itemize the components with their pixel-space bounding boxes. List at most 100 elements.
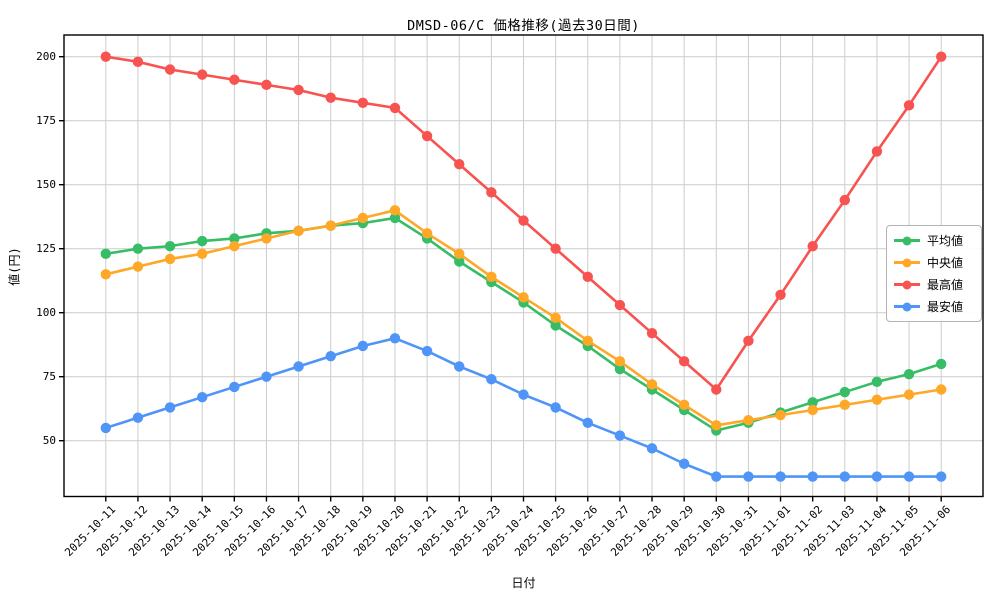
min-data-point	[100, 422, 112, 434]
min-data-point	[678, 458, 690, 469]
min-data-point	[582, 417, 593, 428]
min-data-point	[936, 471, 947, 482]
max-data-point	[196, 69, 208, 80]
min-data-point	[389, 333, 401, 344]
avg-data-point	[196, 235, 208, 247]
min-data-point	[229, 381, 240, 393]
series-min	[100, 333, 947, 482]
median-data-point	[164, 253, 176, 265]
max-data-point	[646, 327, 658, 339]
legend-line-min-icon	[894, 302, 920, 311]
max-data-point	[229, 74, 240, 85]
min-data-point	[871, 471, 883, 482]
max-data-point	[389, 102, 401, 114]
y-tick-label: 50	[42, 433, 56, 447]
max-data-point	[903, 100, 915, 111]
min-data-point	[775, 471, 786, 482]
axis-ticks	[59, 56, 942, 502]
median-data-point	[775, 409, 786, 421]
median-data-point	[454, 248, 465, 260]
median-data-point	[229, 240, 240, 252]
max-data-point	[100, 51, 112, 62]
min-data-point	[711, 471, 722, 482]
min-data-point	[646, 443, 658, 454]
legend-line-max-icon	[894, 280, 920, 289]
median-data-point	[100, 269, 112, 280]
median-data-point	[518, 292, 529, 303]
x-gridlines	[105, 35, 942, 497]
median-data-point	[196, 248, 208, 260]
min-data-point	[164, 402, 176, 413]
min-data-point	[421, 345, 433, 357]
max-data-point	[743, 335, 754, 347]
min-data-point	[357, 340, 369, 352]
median-data-point	[614, 356, 626, 367]
legend-dot-median-icon	[902, 258, 912, 267]
min-data-point	[261, 371, 272, 382]
avg-data-point	[454, 256, 465, 267]
max-data-point	[550, 243, 561, 254]
min-data-point	[293, 361, 304, 372]
median-data-point	[903, 389, 915, 400]
y-tick-label: 200	[36, 49, 56, 63]
min-data-point	[614, 430, 626, 441]
avg-data-point	[132, 243, 144, 254]
max-data-point	[518, 215, 529, 226]
avg-data-point	[389, 212, 401, 224]
y-gridlines	[64, 56, 983, 442]
max-data-point	[486, 187, 497, 198]
avg-data-point	[614, 363, 626, 375]
min-data-point	[743, 471, 754, 482]
legend-label-max: 最高値	[927, 278, 964, 292]
legend-item-median: 中央値	[894, 254, 973, 271]
legend-label-median: 中央値	[927, 256, 964, 270]
median-data-point	[261, 233, 272, 244]
min-data-point	[807, 471, 818, 482]
min-data-point	[325, 351, 336, 362]
median-data-point	[646, 379, 658, 390]
y-tick-label: 125	[36, 241, 56, 255]
max-data-point	[164, 64, 176, 75]
x-axis-label: 日付	[511, 576, 536, 590]
max-data-point	[678, 356, 690, 367]
legend-dot-avg-icon	[902, 236, 912, 245]
median-data-point	[807, 404, 818, 416]
legend-item-max: 最高値	[894, 276, 973, 293]
avg-data-point	[871, 376, 883, 388]
legend-line-median-icon	[894, 258, 920, 267]
series-max	[100, 51, 947, 395]
median-data-point	[550, 312, 561, 324]
median-data-point	[711, 420, 722, 431]
max-data-point	[871, 146, 883, 157]
chart-title: DMSD-06/C 価格推移(過去30日間)	[407, 18, 640, 34]
min-data-point	[550, 402, 561, 413]
median-data-point	[486, 271, 497, 283]
max-data-point	[839, 194, 851, 206]
median-data-point	[678, 399, 690, 411]
median-data-point	[132, 261, 144, 272]
legend-item-min: 最安値	[894, 298, 973, 315]
median-data-point	[357, 212, 369, 224]
avg-data-point	[839, 386, 851, 398]
max-data-point	[325, 92, 336, 103]
legend: 平均値中央値最高値最安値	[886, 225, 982, 322]
y-tick-label: 100	[36, 305, 56, 319]
median-data-point	[582, 335, 593, 347]
y-tick-label: 75	[42, 369, 56, 383]
max-data-point	[293, 84, 304, 96]
min-data-point	[518, 389, 529, 400]
max-data-point	[807, 240, 818, 252]
median-data-point	[421, 228, 433, 239]
median-data-point	[936, 384, 947, 395]
legend-label-avg: 平均値	[927, 234, 964, 248]
median-data-point	[389, 205, 401, 216]
legend-item-avg: 平均値	[894, 232, 973, 249]
max-data-point	[582, 271, 593, 283]
min-data-point	[132, 412, 144, 423]
min-data-point	[839, 471, 851, 482]
avg-data-point	[550, 320, 561, 331]
min-data-point	[196, 391, 208, 403]
median-data-point	[325, 220, 336, 231]
